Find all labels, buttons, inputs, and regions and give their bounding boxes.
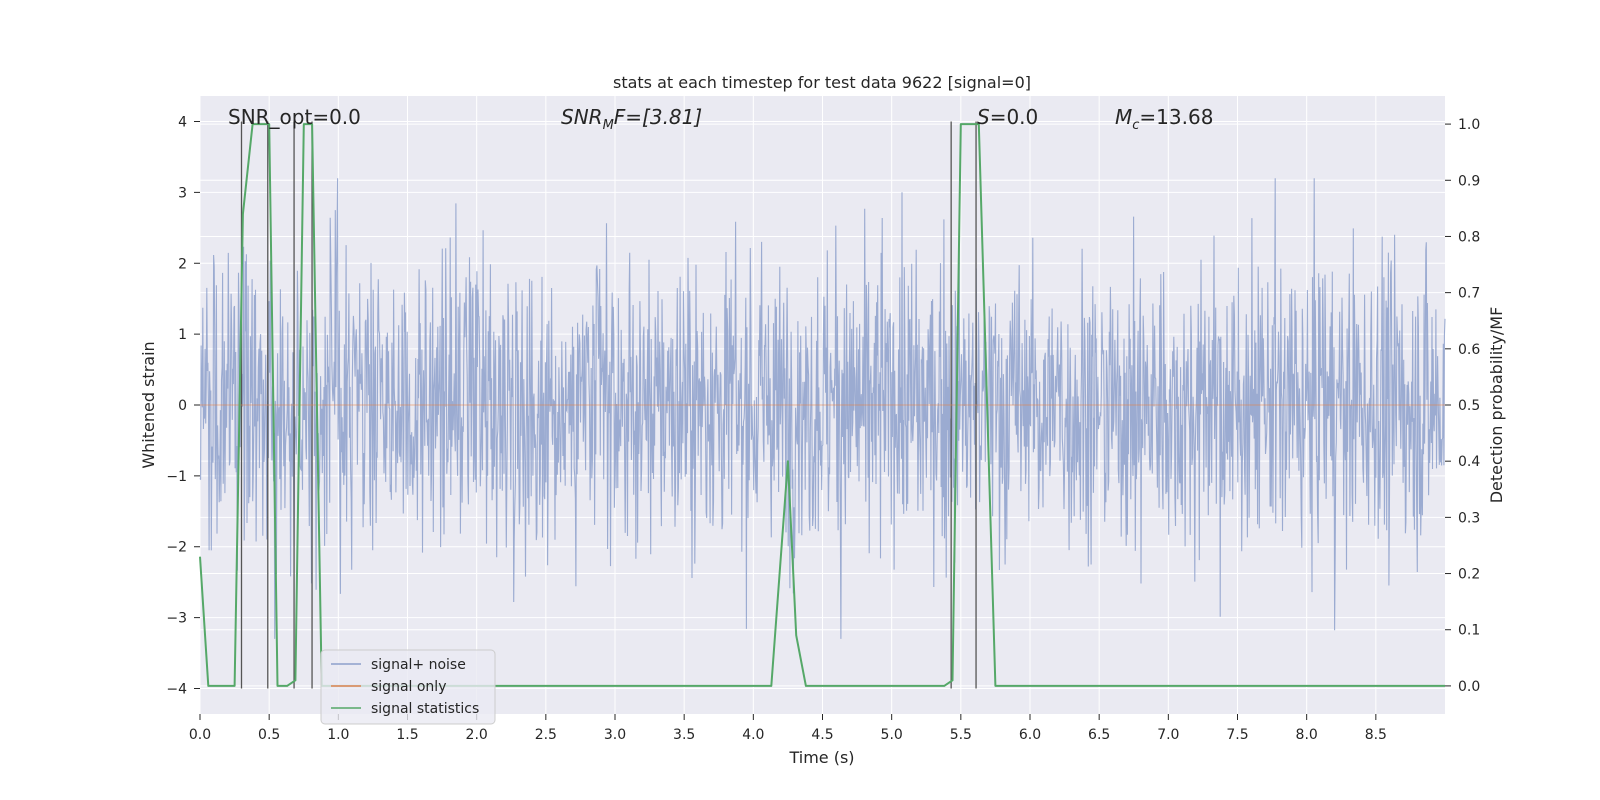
- legend-box: [320, 649, 496, 725]
- y-right-tick-label-5: 0.5: [1458, 398, 1480, 414]
- y-left-tick-label-1: 3: [178, 185, 187, 201]
- x-tick-label-5: 2.5: [535, 727, 557, 743]
- legend-label-signal-statistics: signal statistics: [371, 701, 479, 717]
- annotation-s-var: S: [977, 105, 990, 129]
- y-left-tick-label-7: −3: [166, 611, 187, 627]
- x-tick-label-6: 3.0: [604, 727, 626, 743]
- y-right-tick-label-0: 1.0: [1458, 117, 1480, 133]
- legend-label-signal-noise: signal+ noise: [371, 657, 466, 673]
- x-tick-label-15: 7.5: [1226, 727, 1248, 743]
- x-tick-label-11: 5.5: [950, 727, 972, 743]
- signal-noise-line: [199, 178, 1446, 639]
- y-left-tick-label-3: 1: [178, 327, 187, 343]
- y-right-tick-label-6: 0.4: [1458, 454, 1480, 470]
- x-tick-label-4: 2.0: [466, 727, 488, 743]
- annotation-mc: Mc=13.68: [1115, 105, 1213, 133]
- y-left-axis-label: Whitened strain: [139, 341, 158, 468]
- x-tick-label-13: 6.5: [1088, 727, 1110, 743]
- x-tick-label-3: 1.5: [396, 727, 418, 743]
- x-tick-label-7: 3.5: [673, 727, 695, 743]
- annotation-mc-var: M: [1115, 105, 1132, 129]
- y-right-tick-label-7: 0.3: [1458, 510, 1480, 526]
- chart-title: stats at each timestep for test data 962…: [613, 73, 1031, 92]
- legend: signal+ noise signal only signal statist…: [320, 649, 496, 725]
- annotation-s: S=0.0: [977, 105, 1038, 129]
- annotation-snr-mf-sub: M: [603, 118, 614, 133]
- x-tick-label-9: 4.5: [811, 727, 833, 743]
- y-right-tick-label-2: 0.8: [1458, 229, 1480, 245]
- y-right-axis-label: Detection probability/MF: [1487, 307, 1506, 504]
- y-right-tick-label-1: 0.9: [1458, 173, 1480, 189]
- y-right-tick-label-8: 0.2: [1458, 567, 1480, 583]
- annotation-mc-rest: =13.68: [1139, 105, 1213, 129]
- x-tick-label-16: 8.0: [1296, 727, 1318, 743]
- x-axis-ticks: 0.0 0.5 1.0 1.5 2.0 2.5 3.0 3.5 4.0 4.5 5.0 5.5 6.0 6…: [189, 714, 1387, 743]
- y-left-tick-label-4: 0: [178, 398, 187, 414]
- signal-statistics-series: [199, 123, 1445, 687]
- annotation-mc-sub: c: [1132, 118, 1139, 133]
- annotation-snr-opt: SNR_opt=0.0: [228, 105, 361, 129]
- y-left-tick-label-6: −2: [166, 540, 187, 556]
- y-right-tick-label-3: 0.7: [1458, 286, 1480, 302]
- annotation-snr-mf-rest: F=[3.81]: [614, 105, 702, 129]
- x-tick-label-8: 4.0: [742, 727, 764, 743]
- y-right-tick-label-10: 0.0: [1458, 679, 1480, 695]
- x-axis-label: Time (s): [788, 748, 854, 767]
- x-tick-label-12: 6.0: [1019, 727, 1041, 743]
- x-tick-label-17: 8.5: [1365, 727, 1387, 743]
- annotation-s-rest: =0.0: [990, 105, 1039, 129]
- y-left-tick-label-8: −4: [166, 681, 187, 697]
- x-tick-label-10: 5.0: [881, 727, 903, 743]
- signal-statistics-line: [199, 123, 1445, 687]
- signal-noise-series: [199, 178, 1446, 639]
- y-left-tick-label-5: −1: [166, 469, 187, 485]
- y-left-tick-label-0: 4: [178, 115, 187, 131]
- legend-label-signal-only: signal only: [371, 679, 446, 695]
- annotation-snr-mf-var: SNR: [561, 105, 603, 129]
- y-right-tick-label-9: 0.1: [1458, 623, 1480, 639]
- annotation-snr-mf: SNRMF=[3.81]: [561, 105, 702, 133]
- y-left-axis-ticks: 4 3 2 1 0 −1 −2 −3 −4: [166, 115, 200, 697]
- x-tick-label-2: 1.0: [327, 727, 349, 743]
- x-tick-label-0: 0.0: [189, 727, 211, 743]
- y-right-axis-ticks: 1.0 0.9 0.8 0.7 0.6 0.5 0.4 0.3 0.2 0.1 0.0: [1445, 117, 1480, 695]
- x-tick-label-14: 7.0: [1157, 727, 1179, 743]
- y-left-tick-label-2: 2: [178, 256, 187, 272]
- x-tick-label-1: 0.5: [258, 727, 280, 743]
- y-right-tick-label-4: 0.6: [1458, 342, 1480, 358]
